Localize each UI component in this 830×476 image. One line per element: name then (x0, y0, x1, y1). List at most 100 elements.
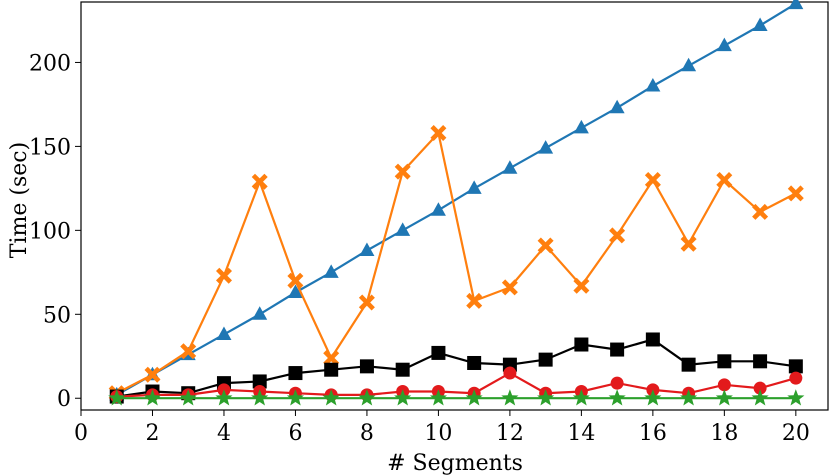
data-point-orange-x (216, 267, 232, 284)
x-tick-label: 6 (288, 421, 302, 446)
data-point-green-star (715, 389, 733, 406)
series-line-orange-x (116, 130, 797, 395)
data-point-green-star (429, 389, 447, 406)
data-point-orange-x (358, 294, 375, 311)
data-point-green-star (286, 389, 304, 406)
data-point-blue-triangle (395, 222, 411, 236)
data-point-green-star (251, 389, 269, 406)
data-point-orange-x (466, 292, 483, 309)
data-point-black-square (681, 357, 696, 372)
x-tick-label: 2 (145, 421, 159, 446)
data-point-blue-triangle (681, 57, 697, 72)
data-point-green-star (644, 389, 662, 406)
y-tick-label: 150 (29, 135, 71, 160)
x-tick-label: 20 (782, 421, 810, 446)
data-point-green-star (215, 389, 233, 406)
x-tick-label: 16 (639, 421, 667, 446)
data-point-orange-x (609, 227, 626, 244)
data-point-red-circle (753, 381, 767, 395)
data-point-green-star (537, 389, 555, 406)
data-point-blue-triangle (573, 119, 589, 134)
data-point-blue-triangle (359, 242, 375, 256)
data-point-blue-triangle (323, 264, 339, 278)
data-point-orange-x (680, 235, 697, 252)
data-point-orange-x (251, 173, 268, 190)
series-blue-triangle (109, 0, 804, 401)
data-point-blue-triangle (716, 37, 732, 52)
data-point-orange-x (323, 350, 340, 366)
data-point-black-square (324, 362, 339, 377)
data-point-green-star (680, 389, 698, 406)
data-point-green-star (322, 389, 340, 406)
data-point-orange-x (716, 172, 733, 188)
data-point-green-star (751, 389, 769, 406)
x-tick-label: 8 (360, 421, 374, 446)
data-point-black-square (467, 355, 482, 370)
data-point-green-star (465, 389, 483, 406)
x-tick-label: 0 (74, 421, 88, 446)
data-point-blue-triangle (287, 284, 303, 298)
data-point-green-star (394, 389, 412, 406)
data-point-blue-triangle (609, 99, 625, 114)
x-axis-title: # Segments (387, 451, 523, 476)
data-point-black-square (288, 366, 303, 381)
data-point-orange-x (573, 277, 590, 294)
data-point-orange-x (144, 366, 161, 383)
data-point-black-square (645, 332, 660, 347)
data-point-black-square (610, 342, 625, 357)
data-point-green-star (179, 389, 197, 406)
data-point-orange-x (752, 203, 769, 220)
data-point-black-square (431, 345, 446, 360)
data-point-blue-triangle (252, 306, 268, 320)
data-point-green-star (787, 389, 805, 406)
data-point-blue-triangle (538, 140, 554, 154)
data-point-black-square (788, 359, 803, 374)
x-tick-label: 14 (567, 421, 595, 446)
data-point-green-star (501, 389, 519, 406)
series-orange-x (108, 125, 804, 402)
y-axis-title: Time (sec) (7, 142, 32, 258)
y-tick-label: 100 (29, 219, 71, 244)
data-point-blue-triangle (502, 160, 518, 174)
x-tick-label: 18 (710, 421, 738, 446)
data-point-black-square (395, 362, 410, 377)
y-tick-label: 50 (43, 303, 71, 328)
plot-frame (80, 1, 829, 411)
data-point-blue-triangle (645, 77, 661, 92)
y-tick-label: 200 (29, 51, 71, 76)
data-point-green-star (608, 389, 626, 406)
data-point-black-square (359, 359, 374, 374)
data-point-orange-x (644, 172, 661, 188)
data-point-black-square (538, 352, 553, 367)
data-point-blue-triangle (466, 180, 482, 194)
data-point-red-circle (717, 378, 731, 392)
x-tick-label: 12 (496, 421, 524, 446)
data-point-green-star (143, 389, 161, 406)
x-tick-label: 10 (424, 421, 452, 446)
series-green-star (108, 389, 805, 406)
x-tick-label: 4 (217, 421, 231, 446)
data-point-black-square (252, 374, 267, 389)
data-point-orange-x (537, 237, 554, 254)
data-point-blue-triangle (430, 202, 446, 216)
data-point-black-square (574, 337, 589, 352)
data-point-blue-triangle (752, 17, 768, 32)
data-point-orange-x (394, 163, 411, 180)
y-tick-label: 0 (57, 387, 71, 412)
data-point-green-star (108, 389, 126, 406)
data-point-red-circle (789, 371, 803, 385)
data-point-blue-triangle (216, 326, 232, 340)
data-point-black-square (753, 354, 768, 369)
data-point-orange-x (180, 343, 197, 360)
data-point-green-star (572, 389, 590, 406)
data-point-red-circle (610, 376, 624, 390)
data-point-green-star (358, 389, 376, 406)
data-point-blue-triangle (788, 0, 804, 10)
data-point-orange-x (501, 279, 518, 296)
data-point-black-square (717, 354, 732, 369)
data-point-orange-x (787, 185, 804, 202)
data-point-red-circle (503, 366, 517, 380)
data-point-orange-x (430, 125, 447, 141)
data-point-orange-x (287, 272, 304, 289)
